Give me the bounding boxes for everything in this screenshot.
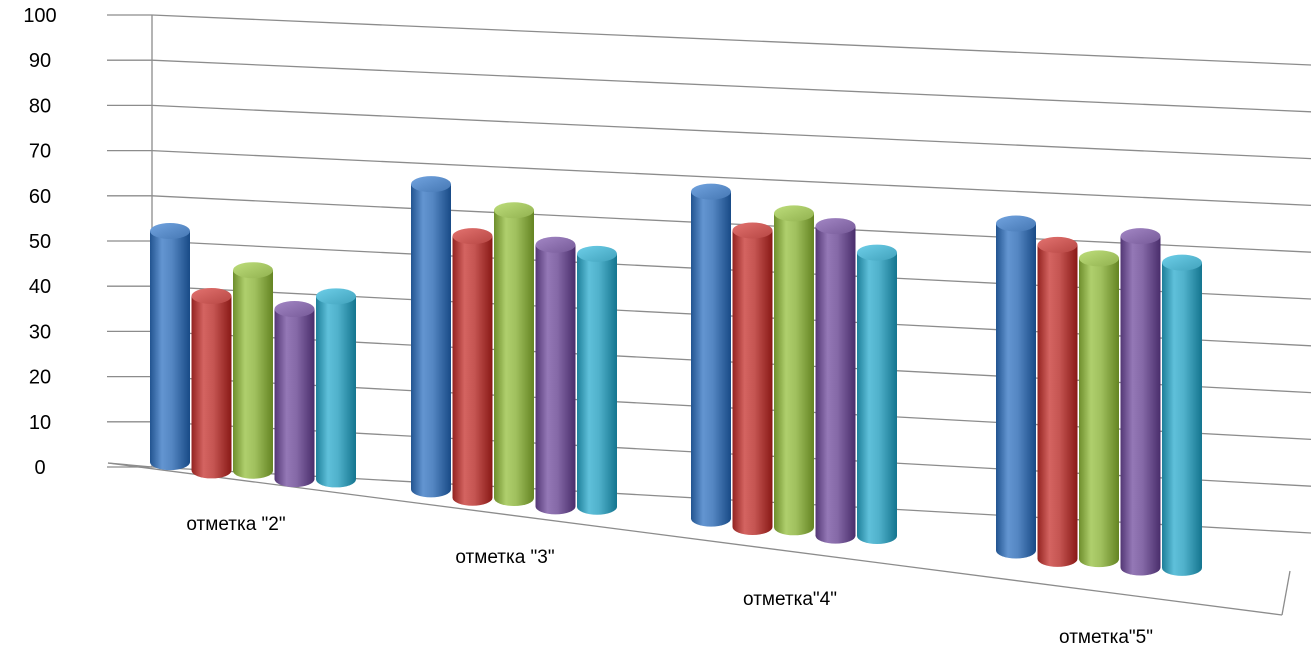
y-tick-label: 0 xyxy=(34,457,45,479)
y-tick-label: 80 xyxy=(29,95,51,117)
y-tick-label: 100 xyxy=(23,5,56,27)
bar xyxy=(535,236,576,515)
bar xyxy=(1079,250,1119,568)
y-tick-labels: 0 10 20 30 40 50 60 70 80 90 100 xyxy=(23,5,56,479)
y-tick-label: 50 xyxy=(29,231,51,253)
x-tick-label: отметка "3" xyxy=(455,547,554,568)
gridline xyxy=(151,149,1311,207)
bar xyxy=(1037,236,1078,567)
floor-right-edge xyxy=(1281,570,1291,616)
gridline xyxy=(151,14,1311,66)
y-tick-label: 10 xyxy=(29,412,51,434)
x-tick-labels: отметка "2" отметка "3" отметка"4" отметка"… xyxy=(186,514,1153,648)
floor-front-edge xyxy=(107,462,1283,616)
bar xyxy=(233,262,273,479)
y-tick-label: 60 xyxy=(29,186,51,208)
x-tick-label: отметка "2" xyxy=(186,514,285,535)
bar xyxy=(996,215,1036,559)
bar xyxy=(274,301,315,488)
bar xyxy=(191,288,232,479)
bar xyxy=(815,218,856,544)
bar xyxy=(494,202,534,507)
x-tick-label: отметка"5" xyxy=(1059,627,1153,648)
bar xyxy=(691,183,731,527)
bar xyxy=(316,288,356,488)
bar xyxy=(150,223,190,471)
bar xyxy=(774,205,814,536)
bar xyxy=(857,244,897,544)
gridline xyxy=(151,104,1311,160)
y-tick-label: 30 xyxy=(29,321,51,343)
y-tick-label: 20 xyxy=(29,367,51,389)
y-tick-label: 70 xyxy=(29,141,51,163)
bars-layer xyxy=(150,176,1202,576)
y-tick-label: 90 xyxy=(29,50,51,72)
bar xyxy=(452,228,493,506)
gridline xyxy=(151,59,1311,113)
bar xyxy=(732,222,773,535)
bar xyxy=(1120,228,1161,576)
x-tick-label: отметка"4" xyxy=(743,589,837,610)
gridline xyxy=(151,195,1311,253)
bar xyxy=(1162,254,1202,576)
y-tick-label: 40 xyxy=(29,276,51,298)
bar xyxy=(577,245,617,515)
bar xyxy=(411,176,451,498)
